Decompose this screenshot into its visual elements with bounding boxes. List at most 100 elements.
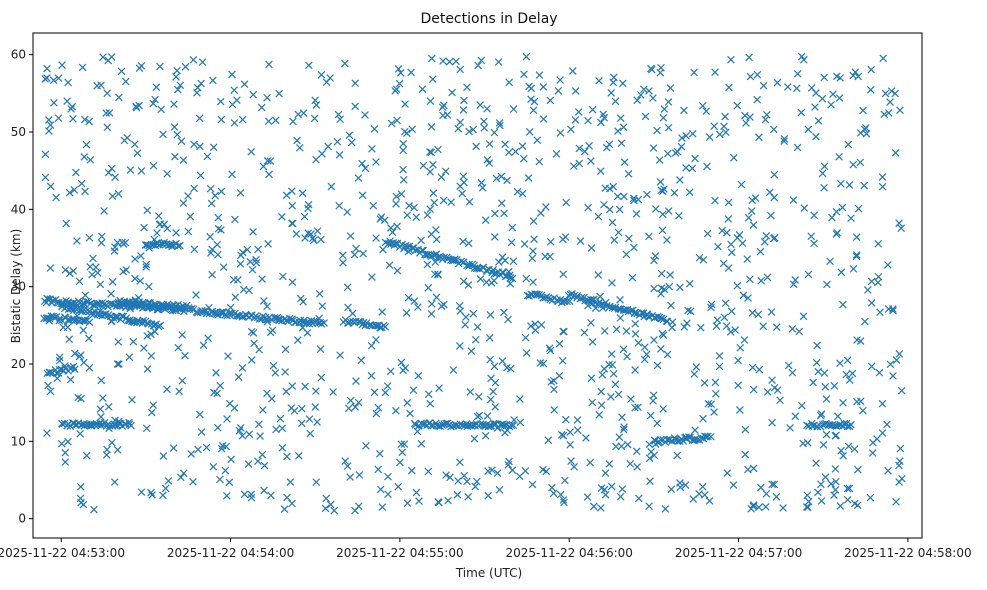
data-point bbox=[194, 445, 202, 454]
data-point bbox=[86, 156, 95, 164]
data-point bbox=[531, 320, 539, 328]
data-point bbox=[462, 313, 470, 321]
data-point bbox=[763, 388, 772, 396]
data-point bbox=[585, 142, 593, 150]
data-point bbox=[142, 263, 150, 271]
data-point bbox=[204, 334, 212, 343]
data-point bbox=[159, 130, 167, 139]
data-point bbox=[550, 406, 559, 414]
data-point bbox=[45, 127, 53, 135]
data-point bbox=[660, 285, 669, 294]
data-point bbox=[212, 369, 220, 377]
data-point bbox=[896, 106, 904, 114]
data-point bbox=[535, 157, 544, 166]
data-point bbox=[213, 423, 222, 432]
data-point bbox=[509, 257, 518, 266]
data-point bbox=[347, 138, 356, 147]
data-point bbox=[659, 113, 668, 122]
data-point bbox=[498, 199, 506, 208]
data-point bbox=[866, 86, 875, 94]
data-point bbox=[317, 235, 325, 244]
data-point bbox=[552, 150, 561, 158]
data-point bbox=[187, 450, 196, 458]
data-point bbox=[374, 465, 383, 474]
data-point bbox=[299, 298, 307, 306]
data-point bbox=[296, 294, 305, 303]
data-point bbox=[852, 252, 861, 261]
data-point bbox=[267, 491, 275, 500]
x-tick-label: 2025-11-22 04:58:00 bbox=[844, 546, 971, 560]
data-point bbox=[848, 369, 857, 378]
data-point bbox=[883, 420, 891, 429]
data-point bbox=[609, 182, 618, 191]
data-point bbox=[852, 251, 861, 259]
data-point bbox=[748, 196, 756, 205]
data-point bbox=[442, 471, 450, 479]
data-point bbox=[733, 281, 742, 290]
data-point bbox=[133, 318, 141, 327]
data-point bbox=[856, 337, 865, 345]
data-point bbox=[330, 506, 339, 515]
data-point bbox=[77, 498, 85, 507]
data-point bbox=[484, 491, 493, 500]
data-point bbox=[616, 296, 624, 304]
data-point bbox=[345, 131, 354, 140]
data-point bbox=[448, 88, 456, 97]
data-point bbox=[318, 149, 326, 158]
data-point bbox=[810, 239, 818, 248]
data-point bbox=[546, 346, 555, 355]
data-point bbox=[614, 228, 623, 237]
data-point bbox=[209, 463, 218, 471]
y-axis-label: Bistatic Delay (km) bbox=[9, 229, 23, 344]
data-point bbox=[137, 488, 146, 496]
data-point bbox=[346, 317, 354, 326]
data-point bbox=[432, 293, 441, 302]
data-point bbox=[831, 465, 840, 473]
data-point bbox=[862, 129, 871, 138]
data-point bbox=[140, 223, 148, 232]
data-point bbox=[471, 482, 480, 491]
data-point bbox=[597, 401, 606, 410]
data-point bbox=[108, 438, 116, 447]
data-point bbox=[50, 98, 58, 107]
data-point bbox=[70, 299, 78, 307]
data-point bbox=[172, 73, 180, 81]
data-point bbox=[567, 125, 575, 134]
data-point bbox=[624, 307, 633, 316]
data-point bbox=[659, 405, 668, 413]
data-point bbox=[268, 394, 276, 403]
data-point bbox=[65, 188, 74, 197]
data-point bbox=[368, 273, 376, 281]
data-point bbox=[184, 192, 192, 200]
data-point bbox=[770, 170, 779, 179]
data-point bbox=[892, 356, 901, 364]
data-point bbox=[739, 291, 748, 300]
data-point bbox=[137, 167, 146, 175]
data-point bbox=[259, 406, 267, 414]
data-point bbox=[320, 319, 328, 327]
data-point bbox=[847, 214, 855, 222]
data-point bbox=[122, 266, 131, 274]
data-point bbox=[657, 290, 665, 298]
data-point bbox=[744, 465, 752, 474]
data-point bbox=[207, 249, 215, 257]
data-point bbox=[773, 386, 782, 394]
data-point bbox=[393, 266, 402, 275]
data-point bbox=[316, 345, 325, 354]
data-point bbox=[627, 306, 635, 315]
data-point bbox=[312, 478, 321, 486]
data-point bbox=[467, 347, 476, 355]
data-point bbox=[615, 433, 624, 441]
data-point bbox=[822, 395, 831, 403]
data-point bbox=[722, 128, 730, 137]
data-point bbox=[861, 317, 869, 326]
data-point bbox=[844, 442, 853, 451]
data-point bbox=[257, 103, 266, 112]
data-point bbox=[417, 439, 426, 448]
data-point bbox=[673, 451, 682, 460]
data-point bbox=[327, 182, 336, 191]
data-point bbox=[173, 66, 181, 75]
data-point bbox=[631, 320, 640, 328]
data-point bbox=[236, 188, 245, 197]
data-point bbox=[721, 112, 729, 121]
